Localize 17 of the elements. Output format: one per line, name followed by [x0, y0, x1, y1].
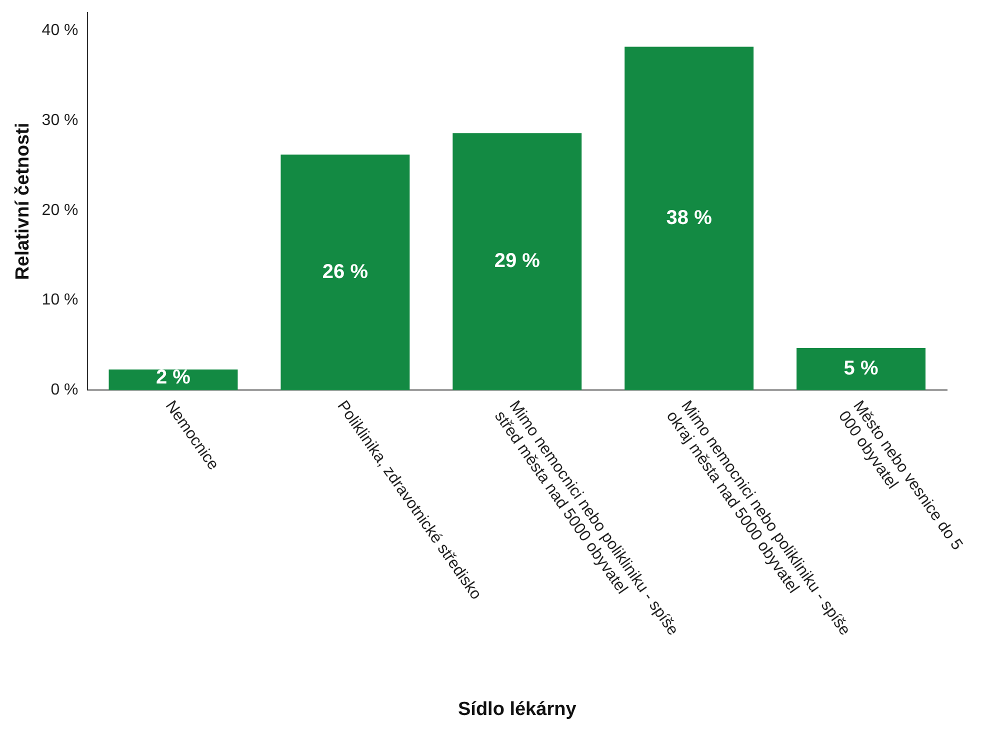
data-label: 26 %	[322, 260, 368, 283]
bar	[452, 133, 582, 390]
bar	[108, 370, 238, 390]
y-tick-label: 20 %	[42, 202, 78, 219]
y-tick-label: 30 %	[42, 112, 78, 129]
y-axis-title: Relativní četnosti	[12, 122, 34, 280]
bar	[624, 46, 754, 390]
y-tick-label: 10 %	[42, 292, 78, 309]
y-tick-label: 40 %	[42, 22, 78, 39]
bar	[280, 154, 410, 390]
bar	[796, 348, 926, 390]
y-tick-label: 0 %	[50, 382, 78, 399]
data-label: 5 %	[844, 358, 878, 380]
data-label: 29 %	[494, 250, 540, 272]
x-axis-title: Sídlo lékárny	[458, 698, 577, 720]
data-label: 38 %	[666, 207, 712, 229]
data-label: 2 %	[156, 366, 191, 389]
